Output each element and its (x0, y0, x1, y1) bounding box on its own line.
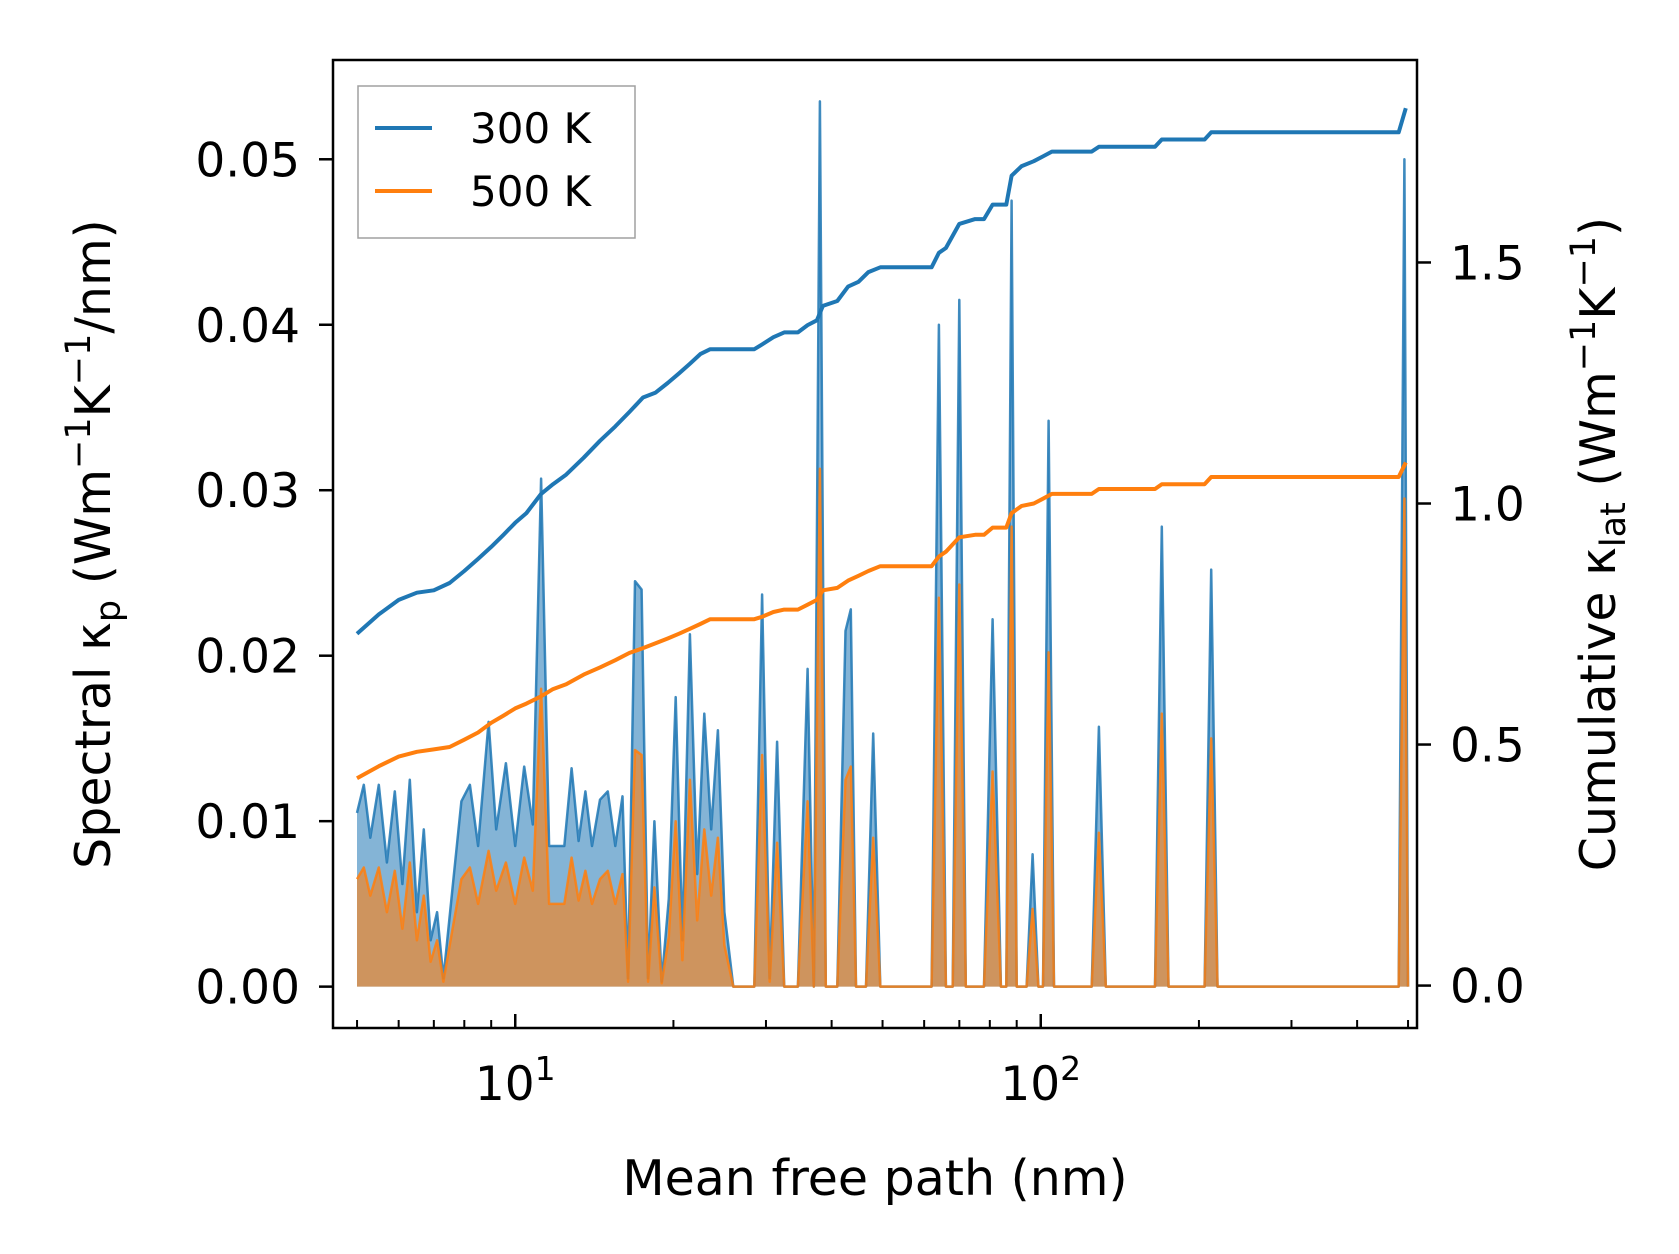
legend: 300 K 500 K (357, 85, 636, 239)
y-left-tick-label: 0.00 (195, 961, 300, 1016)
spectral-line-300k (355, 100, 1410, 988)
x-tick-label: 102 (1000, 1049, 1081, 1112)
spectral-line-500k (355, 467, 1410, 988)
y-left-tick-label: 0.03 (195, 464, 300, 519)
cumulative-line-300k (355, 107, 1408, 636)
y-axis-left-label: Spectral κp (Wm−1K−1/nm) (59, 219, 129, 869)
y-axis-right: 0.0 0.5 1.0 1.5 (1417, 236, 1525, 1015)
y-left-tick-label: 0.01 (195, 795, 300, 850)
x-axis-label: Mean free path (nm) (622, 1150, 1127, 1207)
x-tick-label: 101 (475, 1049, 556, 1112)
x-axis: 101 102 (356, 1014, 1410, 1112)
legend-label-300k: 300 K (470, 104, 593, 153)
spectral-fill-500k (357, 468, 1408, 987)
y-right-tick-label: 1.5 (1450, 236, 1525, 291)
y-left-tick-label: 0.05 (195, 133, 300, 188)
cumulative-line-500k (356, 461, 1408, 781)
y-right-tick-label: 0.5 (1450, 719, 1525, 774)
y-right-tick-label: 0.0 (1450, 960, 1525, 1015)
y-left-tick-label: 0.02 (195, 630, 300, 685)
legend-box (357, 85, 636, 239)
cumulative-lines (355, 107, 1408, 781)
y-left-tick-label: 0.04 (195, 299, 300, 354)
spectral-lines (355, 100, 1410, 988)
y-axis-right-label: Cumulative κlat (Wm−1K−1) (1564, 217, 1634, 871)
spectral-fills (357, 101, 1408, 987)
y-right-tick-label: 1.0 (1450, 478, 1525, 533)
legend-label-500k: 500 K (470, 167, 593, 216)
y-axis-left: 0.00 0.01 0.02 0.03 0.04 0.05 (195, 133, 333, 1016)
plot-frame (331, 58, 1419, 1030)
